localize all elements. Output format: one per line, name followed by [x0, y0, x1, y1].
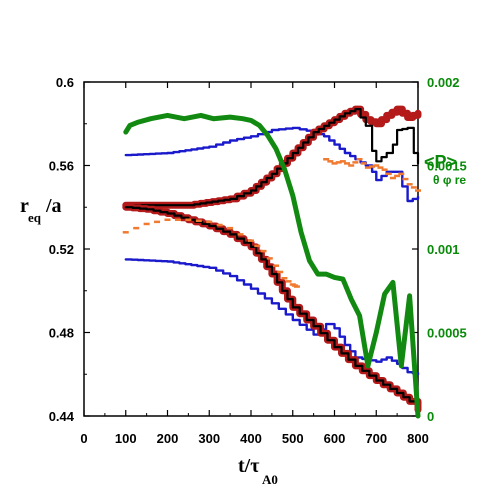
x-axis-label: t/τ A0 [238, 455, 278, 487]
series-group [122, 105, 422, 419]
y-axis-label-sub: eq [28, 210, 42, 225]
x-axis-label-sub: A0 [262, 472, 278, 487]
x-axis-label-main: t/τ [238, 455, 259, 477]
y-axis-label-main: r [20, 195, 29, 217]
y-tick-label: 0.44 [49, 409, 75, 424]
series-blue_upper [124, 126, 420, 203]
series-black_upper [124, 108, 420, 207]
y2-axis-label-sub: θ φ re [433, 173, 466, 187]
y2-tick-label: 0.002 [427, 75, 460, 90]
y2-tick-label: 0 [427, 409, 434, 424]
y2-tick-label: 0.0005 [427, 326, 467, 341]
y-tick-label: 0.6 [56, 75, 74, 90]
y2-tick-label: 0.0015 [427, 159, 467, 174]
axis-ticks: 0 100 200 300 400 500 600 700 800 0.44 0.48 0.52 0.5… [49, 75, 467, 446]
series-green_pressure [123, 112, 421, 419]
y2-axis-label-main: <P> [424, 152, 457, 172]
x-tick-label: 200 [157, 431, 179, 446]
y-tick-label: 0.48 [49, 326, 74, 341]
x-tick-label: 400 [240, 431, 262, 446]
y2-axis-label: <P> θ φ re [424, 152, 466, 187]
y-axis-label-tail: /a [45, 195, 62, 217]
x-tick-label: 800 [407, 431, 429, 446]
x-tick-label: 300 [198, 431, 220, 446]
x-tick-label: 500 [282, 431, 304, 446]
y2-tick-label: 0.001 [427, 242, 460, 257]
series-blue_lower [124, 258, 420, 376]
x-tick-label: 600 [324, 431, 346, 446]
series-black_lower [124, 206, 420, 411]
y-tick-label: 0.56 [49, 159, 74, 174]
x-tick-label: 0 [80, 431, 87, 446]
y-axis-label: r eq /a [20, 195, 62, 225]
series-red_lower [122, 203, 422, 414]
x-tick-label: 100 [115, 431, 137, 446]
y-tick-label: 0.52 [49, 242, 74, 257]
series-red_upper [122, 105, 422, 209]
x-tick-label: 700 [365, 431, 387, 446]
